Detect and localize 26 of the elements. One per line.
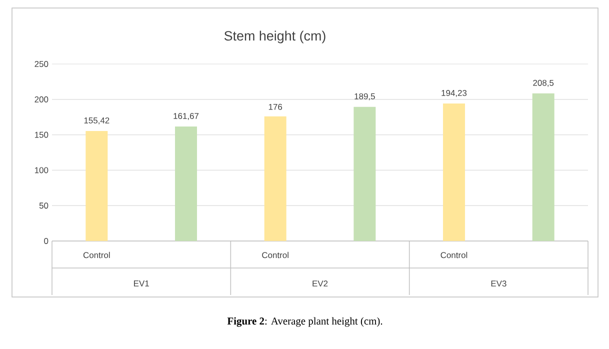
data-label: 208,5: [533, 80, 554, 87]
text: Figure 2: Average plant height (cm).: [227, 317, 382, 327]
data-label: 189,5: [354, 93, 375, 100]
data-label: 194,23: [442, 90, 467, 97]
series-label: Control: [83, 252, 110, 258]
data-label: 176: [268, 104, 282, 110]
y-tick-label: 150: [34, 132, 48, 138]
data-label: 161,67: [174, 113, 199, 120]
text: Control: [262, 252, 288, 258]
x-tick-label: EV2: [312, 280, 328, 286]
bar: [532, 93, 554, 241]
y-tick-label: 100: [34, 167, 48, 174]
text: Control: [440, 252, 468, 258]
bar: [264, 116, 286, 241]
y-tick-label: 200: [34, 96, 48, 102]
data-label: 155,42: [84, 117, 110, 124]
x-tick-label: EV3: [491, 280, 506, 287]
bar: [354, 106, 376, 241]
y-tick-label: 250: [34, 61, 48, 67]
bar: [443, 103, 465, 241]
y-tick-label: 0: [44, 238, 48, 244]
y-tick-label: 50: [39, 202, 48, 209]
x-tick-label: EV1: [134, 280, 149, 286]
bar: [175, 126, 198, 241]
chart-title: Stem height (cm): [224, 30, 326, 44]
bar: [86, 130, 108, 241]
